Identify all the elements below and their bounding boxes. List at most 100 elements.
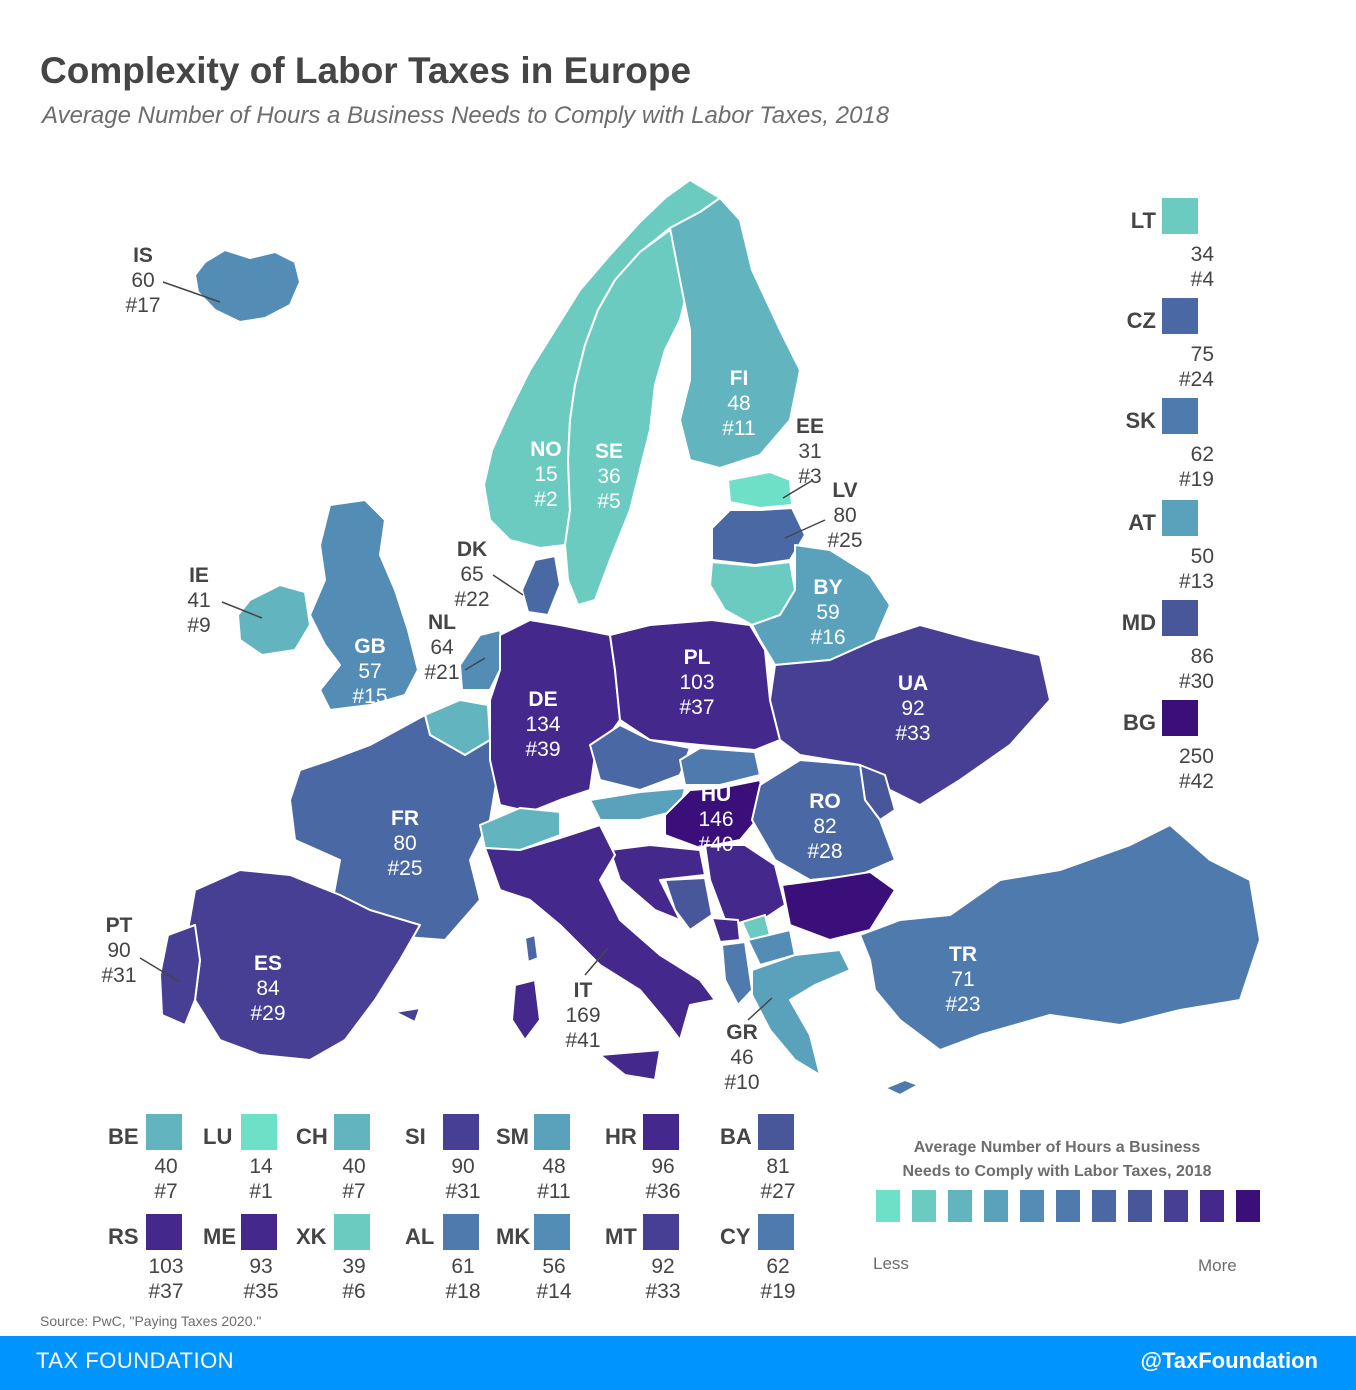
legend-hours: 61 (451, 1255, 475, 1278)
legend-values: 92 #33 (635, 1254, 691, 1304)
legend-country-code: RS (108, 1224, 139, 1249)
country-shape-hr[interactable] (609, 844, 706, 921)
country-label-de: DE 134 #39 (525, 688, 561, 761)
country-shape-is[interactable] (194, 249, 301, 323)
country-label-is: IS 60 #17 (125, 244, 161, 317)
country-shape-de[interactable] (489, 619, 621, 813)
bottom-legend-item-hr: HR 96 #36 (605, 1112, 715, 1204)
legend-scale-cell (1164, 1190, 1188, 1222)
color-swatch (334, 1114, 370, 1150)
country-shape-cy[interactable] (884, 1079, 919, 1096)
country-shape-tr[interactable] (859, 824, 1261, 1051)
bottom-legend-item-be: BE 40 #7 (108, 1112, 218, 1204)
country-shape-gb[interactable] (309, 499, 419, 711)
legend-rank: #1 (249, 1180, 273, 1203)
color-swatch (758, 1214, 794, 1250)
legend-hours: 40 (154, 1155, 178, 1178)
country-shape-al[interactable] (721, 941, 753, 1006)
country-shape-dk[interactable] (521, 555, 561, 616)
country-label-dk: DK 65 #22 (454, 538, 490, 611)
country-label-gb: GB 57 #15 (352, 635, 388, 708)
legend-rank: #31 (445, 1180, 481, 1203)
country-shape-ua[interactable] (769, 624, 1051, 806)
country-shape-corsica[interactable] (524, 934, 539, 963)
legend-values: 39 #6 (326, 1254, 382, 1304)
country-shape-se[interactable] (564, 229, 691, 606)
bottom-legend-item-xk: XK 39 #6 (296, 1212, 406, 1304)
legend-rank: #11 (537, 1180, 571, 1203)
footer-bar: TAX FOUNDATION @TaxFoundation (0, 1336, 1356, 1390)
legend-hours: 39 (342, 1255, 366, 1278)
legend-hours: 96 (651, 1155, 675, 1178)
color-swatch (1162, 198, 1198, 234)
color-swatch (758, 1114, 794, 1150)
country-shape-bg[interactable] (781, 871, 896, 941)
legend-country-code: MK (496, 1224, 531, 1249)
page-subtitle: Average Number of Hours a Business Needs… (42, 102, 890, 129)
country-label-fr: FR 80 #25 (387, 807, 423, 880)
color-swatch (1162, 500, 1198, 536)
legend-country-code: BA (720, 1124, 752, 1149)
legend-rank: #36 (645, 1180, 681, 1203)
country-label-tr: TR 71 #23 (945, 943, 981, 1016)
country-shape-lv[interactable] (711, 507, 806, 566)
bottom-legend-item-al: AL 61 #18 (405, 1212, 515, 1304)
legend-values: 40 #7 (138, 1154, 194, 1204)
legend-values: 90 #31 (435, 1154, 491, 1204)
footer-brand[interactable]: TAX FOUNDATION (36, 1348, 235, 1373)
bottom-legend-item-ba: BA 81 #27 (720, 1112, 830, 1204)
legend-hours: 14 (249, 1155, 273, 1178)
legend-scale-cell (1128, 1190, 1152, 1222)
source-note: Source: PwC, "Paying Taxes 2020." (40, 1313, 262, 1329)
legend-scale-cell (1236, 1190, 1260, 1222)
country-shape-it[interactable] (484, 824, 716, 1041)
legend-country-code: BE (108, 1124, 139, 1149)
country-shape-fi[interactable] (669, 197, 801, 469)
country-label-pt: PT 90 #31 (101, 914, 137, 987)
country-label-es: ES 84 #29 (250, 952, 286, 1025)
bottom-legend-item-mt: MT 92 #33 (605, 1212, 715, 1304)
country-shape-ee[interactable] (727, 471, 793, 509)
bottom-legend-item-sm: SM 48 #11 (496, 1112, 606, 1203)
legend-more-label: More (1198, 1256, 1237, 1275)
legend-hours: 40 (342, 1155, 366, 1178)
country-shape-gr[interactable] (751, 949, 851, 1076)
color-swatch (443, 1214, 479, 1250)
country-label-lv: LV 80 #25 (827, 479, 863, 552)
legend-rank: #33 (645, 1280, 681, 1303)
country-shape-sardinia[interactable] (511, 979, 541, 1041)
footer-handle[interactable]: @TaxFoundation (1140, 1348, 1318, 1373)
country-shape-fr[interactable] (289, 714, 501, 941)
country-label-ua: UA 92 #33 (895, 672, 931, 745)
legend-values: 93 #35 (233, 1254, 289, 1304)
country-shape-me[interactable] (711, 917, 741, 943)
legend-color-scale (876, 1190, 1260, 1222)
legend-hours: 103 (148, 1255, 184, 1278)
country-shape-ie[interactable] (237, 584, 311, 656)
legend-country-code: AL (405, 1224, 435, 1249)
color-swatch (146, 1214, 182, 1250)
legend-values: 40 #7 (326, 1154, 382, 1204)
country-shape-sicily[interactable] (599, 1049, 661, 1081)
legend-values: 81 #27 (750, 1154, 806, 1204)
country-label-se: SE 36 #5 (594, 440, 624, 513)
country-shape-ro[interactable] (751, 759, 896, 881)
color-swatch (241, 1114, 277, 1150)
country-label-hu: HU 146 #40 (698, 783, 734, 856)
legend-scale-cell (1200, 1190, 1224, 1222)
country-shape-pt[interactable] (159, 924, 201, 1026)
legend-rank: #19 (760, 1280, 796, 1303)
legend-values: 56 #14 (526, 1254, 582, 1304)
legend-country-code: MT (605, 1224, 637, 1249)
legend-values: 96 #36 (635, 1154, 691, 1204)
legend-rank: #37 (148, 1280, 184, 1303)
legend-values: 61 #18 (435, 1254, 491, 1304)
country-shape-balearic[interactable] (394, 1007, 421, 1023)
country-shape-ba[interactable] (664, 877, 713, 931)
country-shape-rs[interactable] (704, 844, 786, 926)
bottom-legend-item-si: SI 90 #31 (405, 1112, 515, 1204)
country-shape-sk[interactable] (679, 747, 761, 786)
country-label-gr: GR 46 #10 (724, 1021, 760, 1094)
legend-country-code: CY (720, 1224, 751, 1249)
bottom-legend-item-cy: CY 62 #19 (720, 1212, 830, 1303)
